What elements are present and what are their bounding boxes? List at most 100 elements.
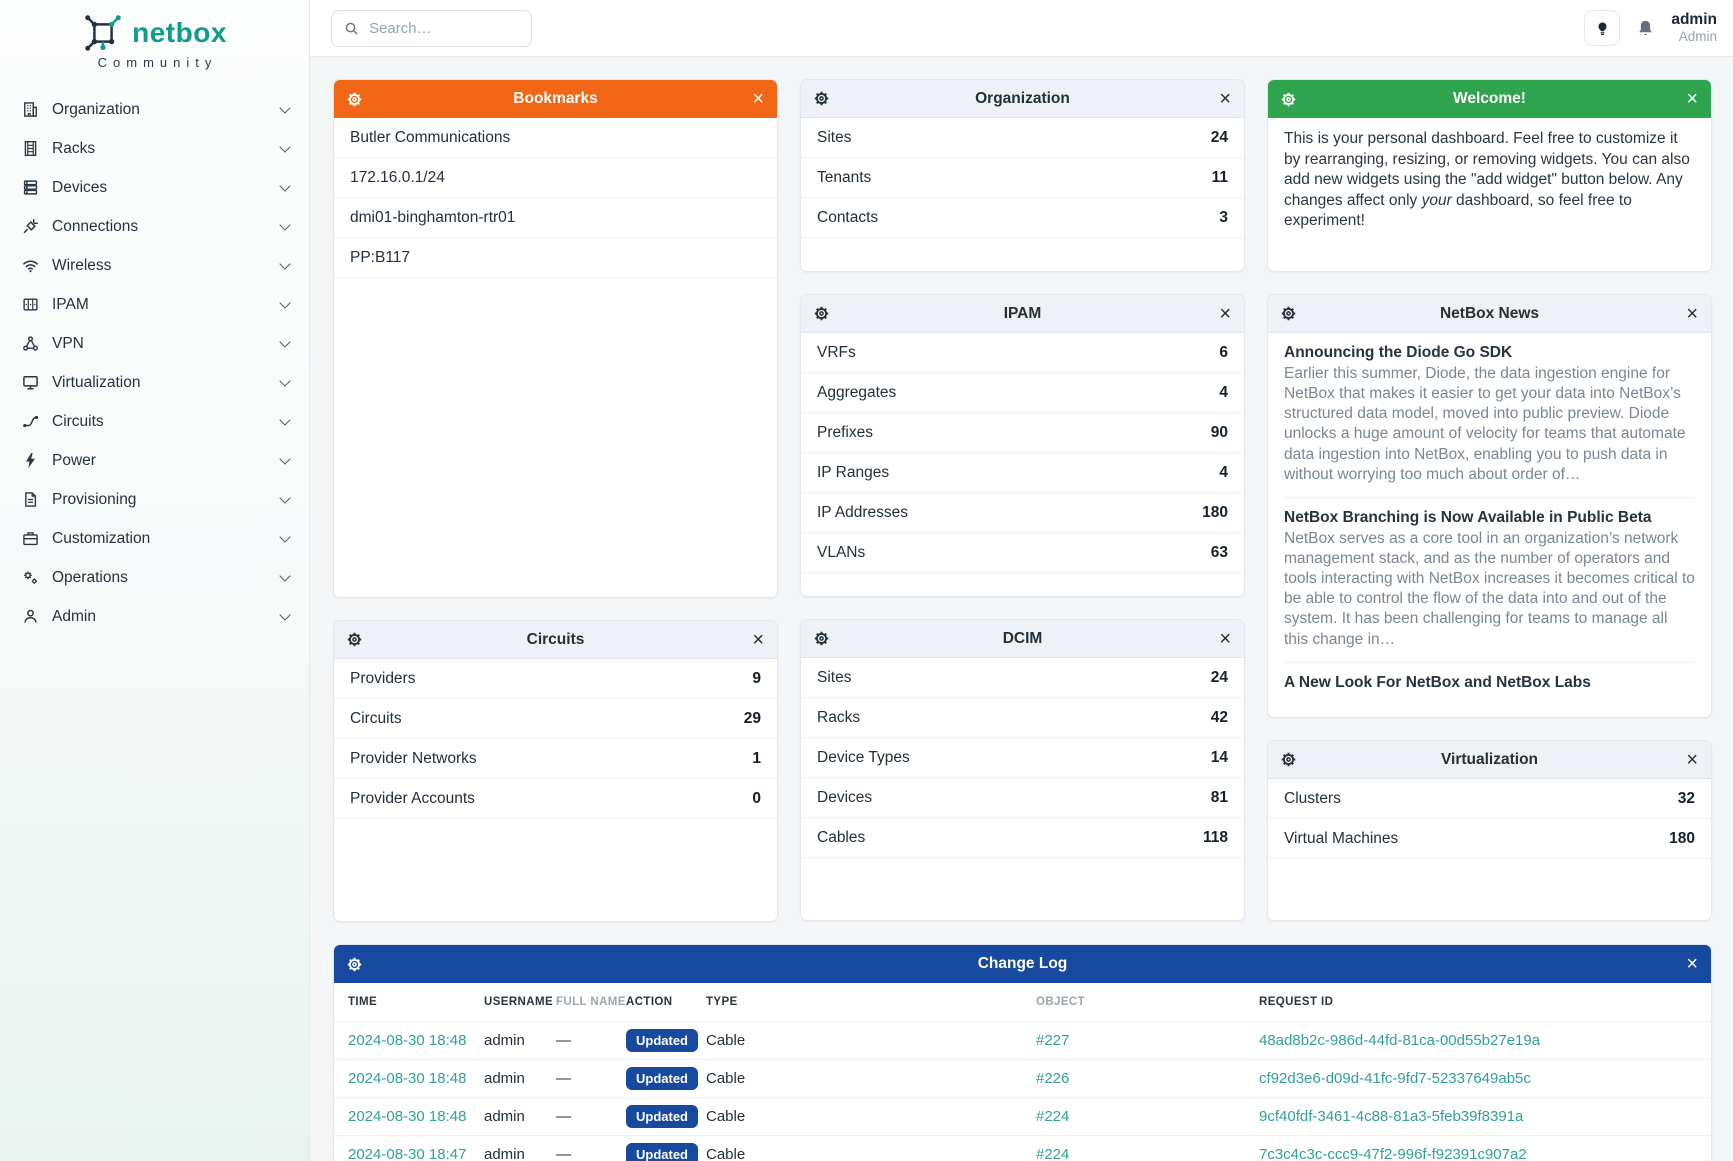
widget-config-icon[interactable] <box>814 306 829 321</box>
sidebar-item-connections[interactable]: Connections <box>0 207 309 246</box>
stat-value[interactable]: 1 <box>752 749 761 767</box>
sidebar-item-wireless[interactable]: Wireless <box>0 246 309 285</box>
bookmark-item[interactable]: dmi01-binghamton-rtr01 <box>334 198 777 238</box>
changelog-object-link[interactable]: #227 <box>1036 1032 1070 1049</box>
widget-close-icon[interactable]: × <box>1219 302 1231 325</box>
bookmark-link[interactable]: PP:B117 <box>350 248 411 266</box>
stat-value[interactable]: 3 <box>1219 208 1228 226</box>
changelog-time-link[interactable]: 2024-08-30 18:48 <box>348 1032 467 1049</box>
widget-config-icon[interactable] <box>1281 752 1296 767</box>
bookmark-item[interactable]: PP:B117 <box>334 238 777 278</box>
stat-label[interactable]: VRFs <box>817 343 856 361</box>
stat-label[interactable]: Provider Accounts <box>350 789 475 807</box>
widget-config-icon[interactable] <box>1281 306 1296 321</box>
stat-value[interactable]: 32 <box>1677 789 1695 807</box>
widget-close-icon[interactable]: × <box>752 628 764 651</box>
stat-label[interactable]: Contacts <box>817 208 879 226</box>
widget-config-icon[interactable] <box>347 957 362 972</box>
sidebar-item-virtualization[interactable]: Virtualization <box>0 363 309 402</box>
search-input[interactable] <box>369 19 519 37</box>
stat-value[interactable]: 180 <box>1669 829 1695 847</box>
stat-label[interactable]: Sites <box>817 128 852 146</box>
widget-config-icon[interactable] <box>814 631 829 646</box>
stat-label[interactable]: Racks <box>817 708 861 726</box>
stat-value[interactable]: 118 <box>1202 828 1228 846</box>
stat-value[interactable]: 6 <box>1219 343 1228 361</box>
stat-value[interactable]: 9 <box>752 669 761 687</box>
stat-value[interactable]: 4 <box>1219 383 1228 401</box>
stat-label[interactable]: IP Ranges <box>817 463 890 481</box>
bookmark-item[interactable]: Butler Communications <box>334 118 777 158</box>
widget-close-icon[interactable]: × <box>1219 627 1231 650</box>
stat-label[interactable]: Tenants <box>817 168 872 186</box>
stat-value[interactable]: 29 <box>743 709 761 727</box>
widget-close-icon[interactable]: × <box>752 88 764 110</box>
bookmark-link[interactable]: dmi01-binghamton-rtr01 <box>350 208 516 226</box>
stat-value[interactable]: 90 <box>1210 423 1228 441</box>
sidebar-item-devices[interactable]: Devices <box>0 168 309 207</box>
sidebar-item-admin[interactable]: Admin <box>0 597 309 636</box>
changelog-time-link[interactable]: 2024-08-30 18:48 <box>348 1070 467 1087</box>
widget-close-icon[interactable]: × <box>1219 87 1231 110</box>
changelog-time-link[interactable]: 2024-08-30 18:48 <box>348 1108 467 1125</box>
sidebar-item-provisioning[interactable]: Provisioning <box>0 480 309 519</box>
stat-label[interactable]: Cables <box>817 828 866 846</box>
news-article-link[interactable]: NetBox Branching is Now Available in Pub… <box>1284 508 1652 526</box>
brand-block[interactable]: netbox Community <box>0 0 309 74</box>
stat-value[interactable]: 81 <box>1210 788 1228 806</box>
news-article-link[interactable]: Announcing the Diode Go SDK <box>1284 344 1513 361</box>
theme-toggle-button[interactable] <box>1584 10 1621 46</box>
stat-label[interactable]: Prefixes <box>817 423 873 441</box>
changelog-request-id-link[interactable]: cf92d3e6-d09d-41fc-9fd7-52337649ab5c <box>1259 1070 1531 1087</box>
sidebar-item-racks[interactable]: Racks <box>0 129 309 168</box>
widget-close-icon[interactable]: × <box>1686 953 1698 975</box>
notifications-button[interactable] <box>1634 17 1657 40</box>
sidebar-item-customization[interactable]: Customization <box>0 519 309 558</box>
stat-label[interactable]: Aggregates <box>817 383 897 401</box>
widget-close-icon[interactable]: × <box>1686 748 1698 771</box>
sidebar-item-vpn[interactable]: VPN <box>0 324 309 363</box>
news-article-link[interactable]: A New Look For NetBox and NetBox Labs <box>1284 673 1591 691</box>
stat-label[interactable]: VLANs <box>817 543 866 561</box>
changelog-object-link[interactable]: #224 <box>1036 1146 1070 1161</box>
widget-close-icon[interactable]: × <box>1686 302 1698 325</box>
stat-label[interactable]: Providers <box>350 669 416 687</box>
sidebar-item-ipam[interactable]: IPAM <box>0 285 309 324</box>
widget-config-icon[interactable] <box>814 91 829 106</box>
changelog-time-link[interactable]: 2024-08-30 18:47 <box>348 1146 467 1161</box>
widget-config-icon[interactable] <box>1281 92 1296 107</box>
widget-config-icon[interactable] <box>347 92 362 107</box>
stat-label[interactable]: Device Types <box>817 748 910 766</box>
sidebar-item-circuits[interactable]: Circuits <box>0 402 309 441</box>
stat-label[interactable]: Devices <box>817 788 873 806</box>
bookmark-item[interactable]: 172.16.0.1/24 <box>334 158 777 198</box>
stat-label[interactable]: Provider Networks <box>350 749 477 767</box>
bookmark-link[interactable]: Butler Communications <box>350 128 511 146</box>
stat-value[interactable]: 0 <box>752 789 761 807</box>
stat-value[interactable]: 24 <box>1210 128 1228 146</box>
stat-value[interactable]: 24 <box>1210 668 1228 686</box>
bookmark-link[interactable]: 172.16.0.1/24 <box>350 168 445 186</box>
changelog-object-link[interactable]: #226 <box>1036 1070 1070 1087</box>
stat-value[interactable]: 14 <box>1210 748 1228 766</box>
stat-value[interactable]: 11 <box>1211 168 1228 186</box>
changelog-object-link[interactable]: #224 <box>1036 1108 1070 1125</box>
sidebar-item-power[interactable]: Power <box>0 441 309 480</box>
stat-label[interactable]: Sites <box>817 668 852 686</box>
stat-label[interactable]: Circuits <box>350 709 402 727</box>
sidebar-item-operations[interactable]: Operations <box>0 558 309 597</box>
stat-value[interactable]: 42 <box>1210 708 1228 726</box>
changelog-request-id-link[interactable]: 48ad8b2c-986d-44fd-81ca-00d55b27e19a <box>1259 1032 1541 1049</box>
stat-value[interactable]: 4 <box>1219 463 1228 481</box>
changelog-request-id-link[interactable]: 9cf40fdf-3461-4c88-81a3-5feb39f8391a <box>1259 1108 1524 1125</box>
stat-label[interactable]: Virtual Machines <box>1284 829 1399 847</box>
changelog-request-id-link[interactable]: 7c3c4c3c-ccc9-47f2-996f-f92391c907a2 <box>1259 1146 1527 1161</box>
stat-label[interactable]: Clusters <box>1284 789 1341 807</box>
stat-value[interactable]: 63 <box>1210 543 1228 561</box>
stat-label[interactable]: IP Addresses <box>817 503 909 521</box>
user-menu[interactable]: admin Admin <box>1671 11 1717 45</box>
sidebar-item-organization[interactable]: Organization <box>0 90 309 129</box>
widget-config-icon[interactable] <box>347 632 362 647</box>
widget-close-icon[interactable]: × <box>1686 88 1698 110</box>
stat-value[interactable]: 180 <box>1202 503 1228 521</box>
